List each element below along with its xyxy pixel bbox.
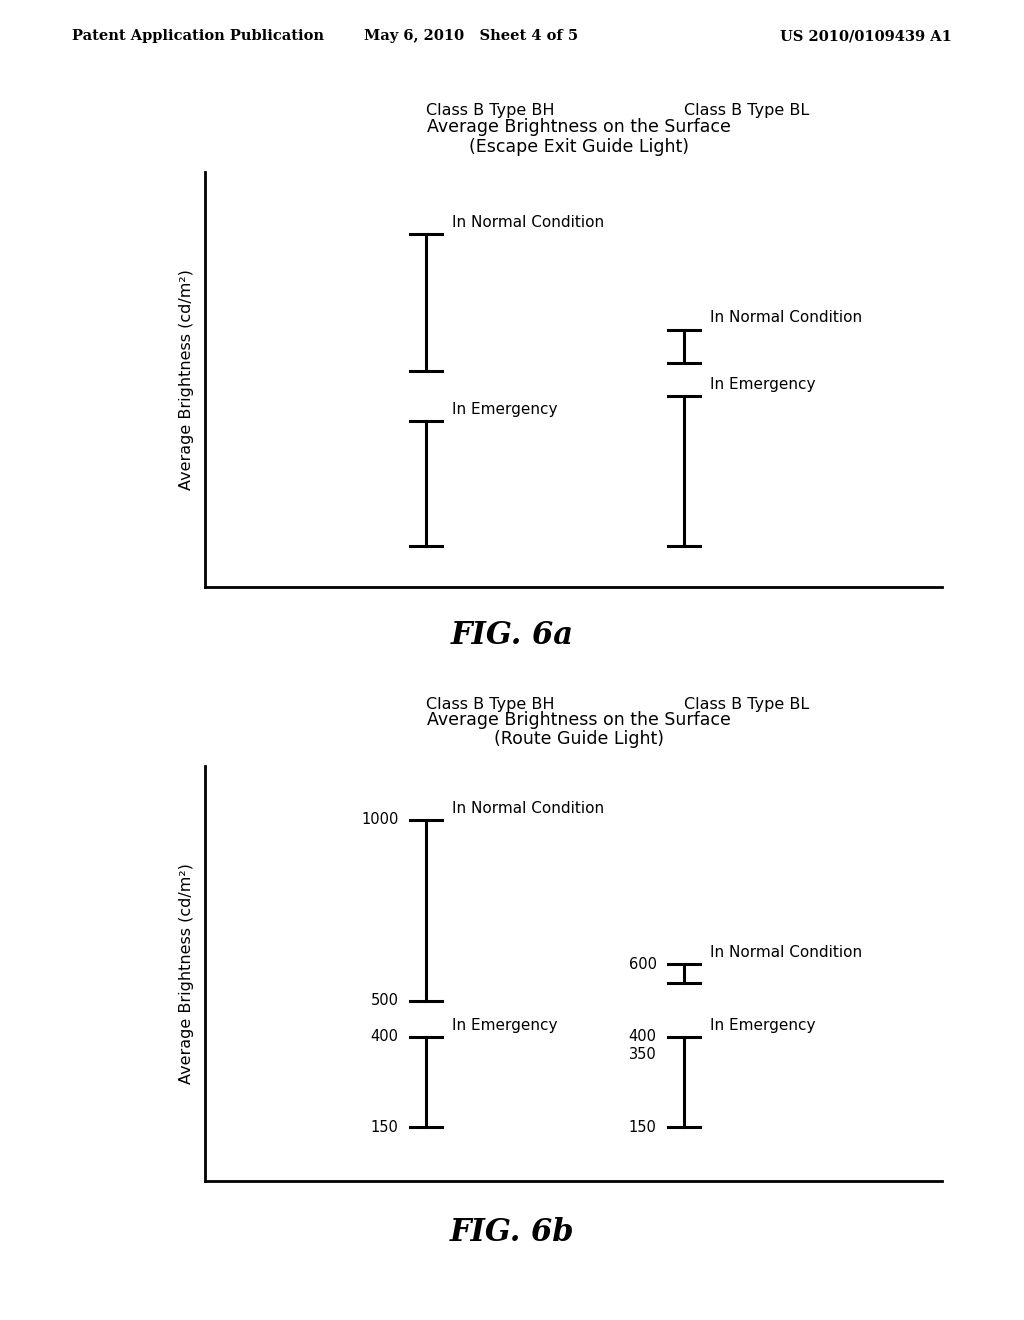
Text: In Normal Condition: In Normal Condition: [710, 310, 862, 326]
Text: Average Brightness on the Surface: Average Brightness on the Surface: [427, 710, 730, 729]
Text: 150: 150: [371, 1119, 398, 1135]
Text: Patent Application Publication: Patent Application Publication: [72, 29, 324, 44]
Text: FIG. 6b: FIG. 6b: [450, 1217, 574, 1247]
Text: Class B Type BL: Class B Type BL: [684, 103, 809, 117]
Text: In Emergency: In Emergency: [452, 1018, 557, 1032]
Text: 500: 500: [371, 993, 398, 1008]
Text: In Emergency: In Emergency: [710, 1018, 815, 1032]
Text: Class B Type BH: Class B Type BH: [426, 697, 554, 711]
Text: 350: 350: [629, 1047, 656, 1063]
Y-axis label: Average Brightness (cd/m²): Average Brightness (cd/m²): [179, 269, 194, 490]
Text: In Emergency: In Emergency: [710, 378, 815, 392]
Text: Class B Type BL: Class B Type BL: [684, 697, 809, 711]
Text: (Escape Exit Guide Light): (Escape Exit Guide Light): [469, 137, 688, 156]
Text: 1000: 1000: [361, 812, 398, 828]
Text: US 2010/0109439 A1: US 2010/0109439 A1: [780, 29, 952, 44]
Text: May 6, 2010   Sheet 4 of 5: May 6, 2010 Sheet 4 of 5: [364, 29, 579, 44]
Text: FIG. 6a: FIG. 6a: [451, 620, 573, 651]
Text: In Emergency: In Emergency: [452, 401, 557, 417]
Text: 400: 400: [371, 1030, 398, 1044]
Text: Average Brightness on the Surface: Average Brightness on the Surface: [427, 117, 730, 136]
Text: In Normal Condition: In Normal Condition: [452, 215, 604, 230]
Text: In Normal Condition: In Normal Condition: [710, 945, 862, 961]
Text: (Route Guide Light): (Route Guide Light): [494, 730, 664, 748]
Y-axis label: Average Brightness (cd/m²): Average Brightness (cd/m²): [179, 863, 194, 1084]
Text: Class B Type BH: Class B Type BH: [426, 103, 554, 117]
Text: 400: 400: [629, 1030, 656, 1044]
Text: 150: 150: [629, 1119, 656, 1135]
Text: 600: 600: [629, 957, 656, 972]
Text: In Normal Condition: In Normal Condition: [452, 801, 604, 816]
